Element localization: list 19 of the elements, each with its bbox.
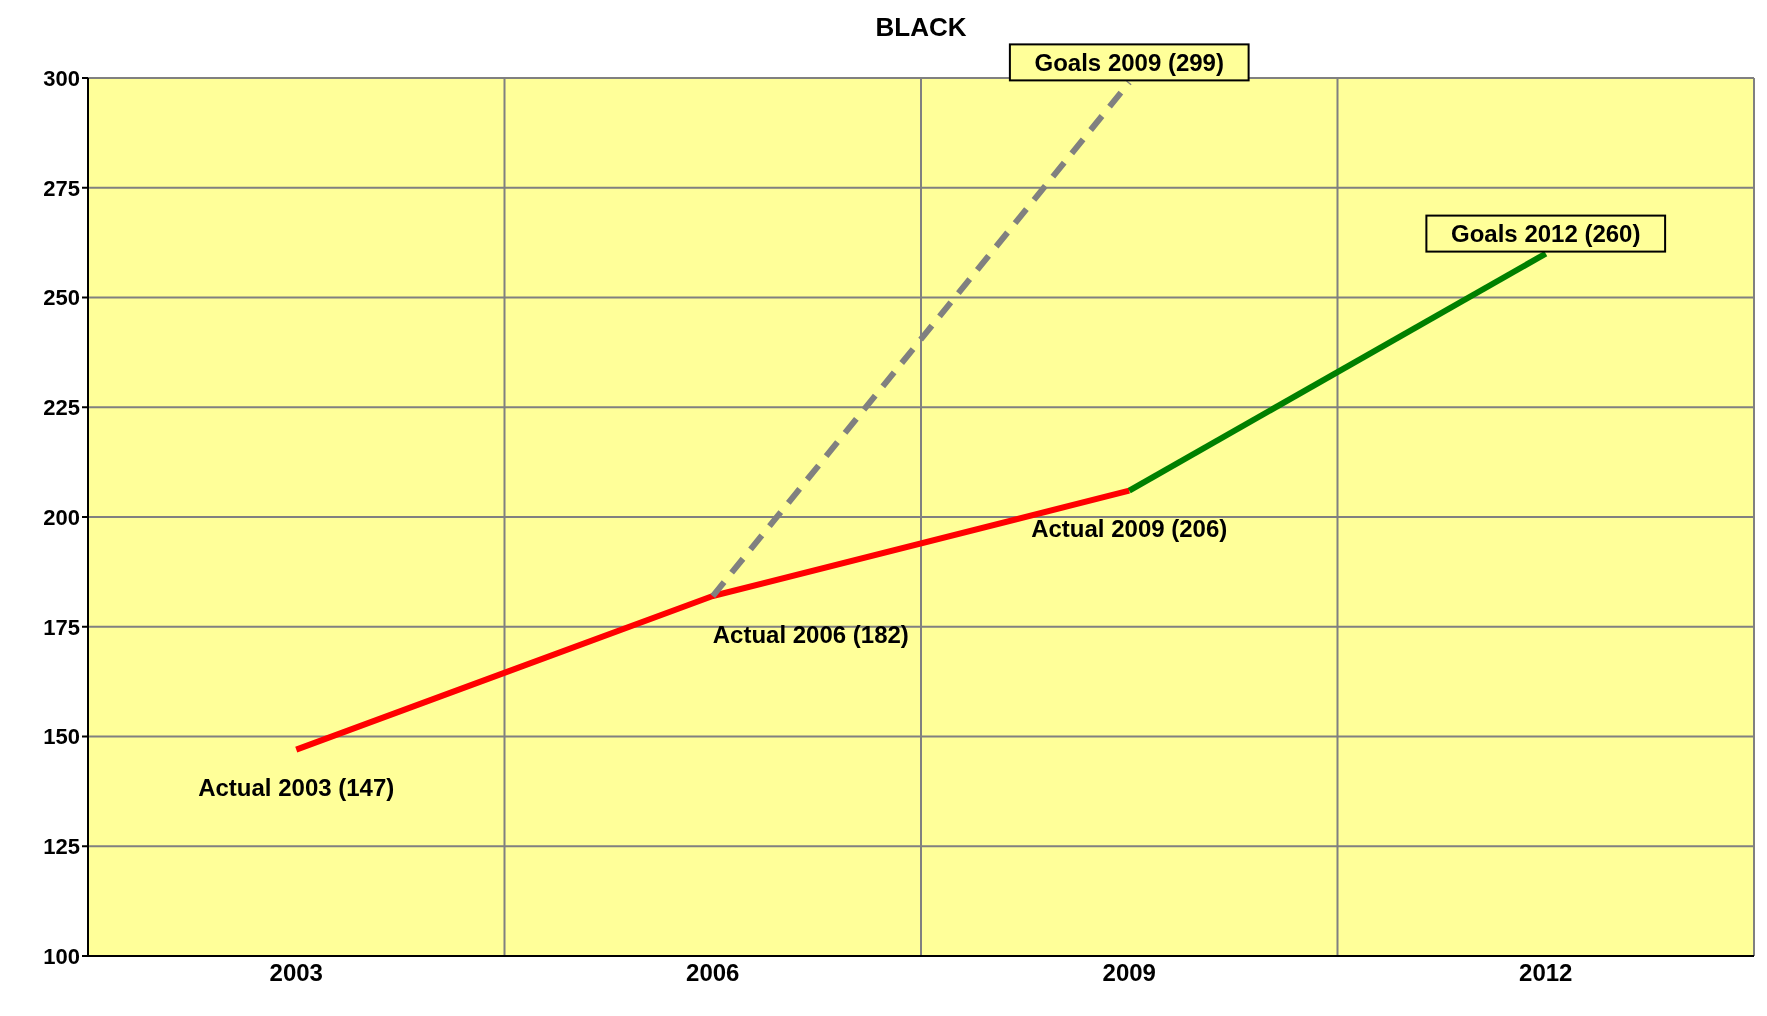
y-tick-label: 100 <box>43 943 80 969</box>
annotation: Goals 2009 (299) <box>1034 48 1224 76</box>
y-tick-label: 300 <box>43 65 80 91</box>
x-tick-label: 2012 <box>1519 959 1573 987</box>
x-tick-label: 2006 <box>686 959 740 987</box>
y-tick-label: 125 <box>43 834 80 860</box>
chart-title: BLACK <box>874 12 968 43</box>
annotation: Actual 2006 (182) <box>712 620 909 648</box>
annotation: Actual 2003 (147) <box>198 774 395 802</box>
y-tick-label: 250 <box>43 285 80 311</box>
y-tick-label: 175 <box>43 614 80 640</box>
y-tick-label: 275 <box>43 175 80 201</box>
x-tick-label: 2003 <box>269 959 323 987</box>
y-tick-label: 150 <box>43 724 80 750</box>
x-tick-label: 2009 <box>1102 959 1156 987</box>
y-tick-label: 200 <box>43 504 80 530</box>
annotation: Actual 2009 (206) <box>1031 515 1228 543</box>
y-tick-label: 225 <box>43 395 80 421</box>
annotation: Goals 2012 (260) <box>1451 220 1641 248</box>
